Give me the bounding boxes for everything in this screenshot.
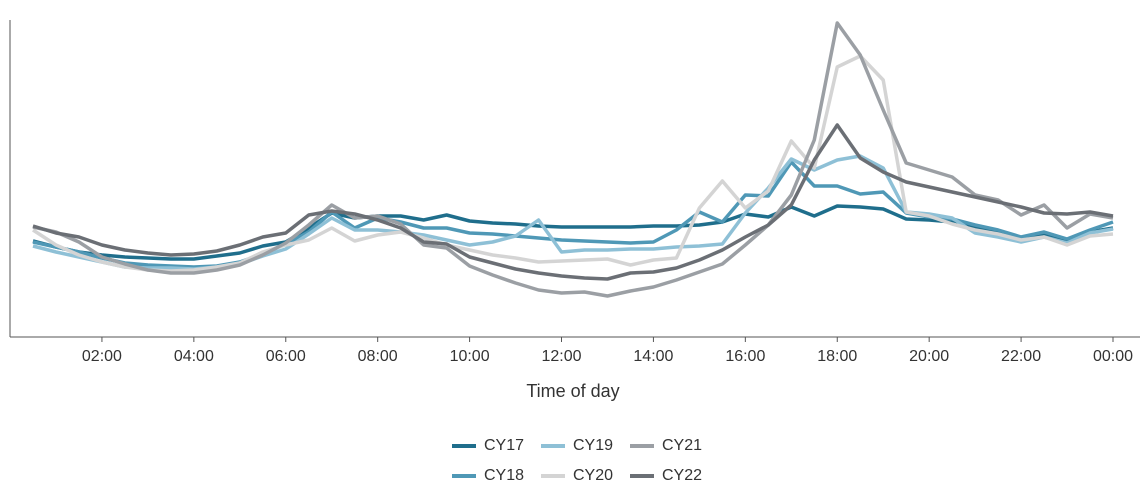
x-tick-label: 04:00 <box>174 348 214 365</box>
legend-label: CY22 <box>662 467 702 484</box>
legend-label: CY18 <box>484 467 524 484</box>
legend-label: CY21 <box>662 437 702 454</box>
x-tick-label: 10:00 <box>450 348 490 365</box>
series-line <box>32 123 1114 281</box>
legend-label: CY19 <box>573 437 613 454</box>
x-tick-label: 22:00 <box>1001 348 1041 365</box>
series-line <box>32 54 1114 273</box>
x-tick-label: 16:00 <box>725 348 765 365</box>
x-tick-label: 12:00 <box>541 348 581 365</box>
x-tick-label: 00:00 <box>1093 348 1133 365</box>
x-tick-label: 08:00 <box>358 348 398 365</box>
x-tick-label: 06:00 <box>266 348 306 365</box>
legend-label: CY20 <box>573 467 613 484</box>
x-tick-label: 02:00 <box>82 348 122 365</box>
x-tick-label: 18:00 <box>817 348 857 365</box>
x-axis-label: Time of day <box>526 381 619 401</box>
series-line <box>32 154 1114 271</box>
x-tick-label: 20:00 <box>909 348 949 365</box>
x-tick-label: 14:00 <box>633 348 673 365</box>
series-line <box>32 21 1114 298</box>
series-line <box>32 204 1114 261</box>
legend-label: CY17 <box>484 437 524 454</box>
